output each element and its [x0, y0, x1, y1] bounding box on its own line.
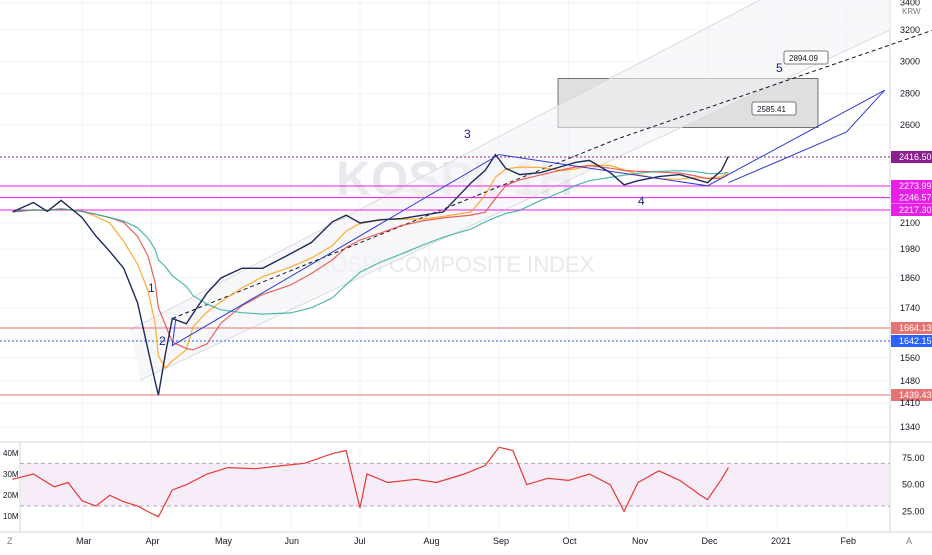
y-tick-label: 3000 [900, 57, 920, 67]
x-tick-label: May [215, 536, 233, 546]
y-tick-label: 1740 [900, 303, 920, 313]
price-level-tag [891, 389, 932, 401]
callout-box-high [783, 50, 829, 65]
x-tick-label: Sep [493, 536, 509, 546]
callout-label-high: 2894.09 [789, 54, 818, 63]
axes-layer: 3400 3200 3000 2800 2600 2100 1980 1860 1740 1560… [76, 0, 921, 546]
y-tick-label: 1410 [900, 398, 920, 408]
x-tick-label: Nov [632, 536, 649, 546]
x-tick-label: Apr [146, 536, 160, 546]
x-tick-label: Dec [702, 536, 719, 546]
price-level-tag [891, 151, 932, 163]
volume-tick-label: 40M [3, 449, 19, 458]
price-level-label: 1439.43 [899, 390, 932, 400]
rsi-pane-layer: 75.00 50.00 25.00 40M 30M 20M 10M [3, 446, 925, 521]
price-level-label: 2217.30 [899, 205, 932, 215]
y-tick-label: 1480 [900, 376, 920, 386]
price-level-label: 1664.13 [899, 323, 932, 333]
price-level-label: 2246.57 [899, 193, 932, 203]
price-series-layer [12, 153, 730, 396]
y-tick-label: 1560 [900, 353, 920, 363]
y-tick-label: 3400 [900, 0, 920, 8]
projection-line [728, 89, 886, 184]
volume-tick-label: 20M [3, 491, 19, 500]
y-tick-label: 1980 [900, 244, 920, 254]
price-level-label: 2273.99 [899, 181, 932, 191]
channel-fill [130, 0, 890, 380]
price-level-tag [891, 335, 932, 347]
price-level-tag [891, 204, 932, 216]
x-tick-label: 2021 [771, 536, 791, 546]
wave-label: 5 [776, 61, 783, 75]
channel-layer [129, 0, 932, 381]
y-tick-label: 1340 [900, 422, 920, 432]
price-level-tag [891, 322, 932, 334]
wave-label: 1 [148, 281, 155, 295]
rsi-tick-label: 50.00 [902, 480, 925, 490]
moving-average-line [12, 164, 729, 351]
volume-tick-label: 10M [3, 512, 19, 521]
corner-z-button[interactable]: Z [7, 536, 13, 546]
x-tick-label: Oct [563, 536, 578, 546]
wave-count-line [171, 89, 885, 347]
dashed-trend-line [172, 29, 932, 319]
y-tick-label: 3200 [900, 25, 920, 35]
rsi-line [12, 446, 729, 518]
currency-label: KRW [902, 7, 921, 16]
y-tick-label: 1860 [900, 273, 920, 283]
wave-labels-layer: 1 2 3 4 5 2894.09 2585.41 [148, 50, 886, 348]
x-tick-label: Jul [354, 536, 366, 546]
y-tick-label: 2800 [900, 88, 920, 98]
y-tick-label: 2600 [900, 120, 920, 130]
price-level-label: 2416.50 [899, 152, 932, 162]
rsi-tick-label: 75.00 [902, 453, 925, 463]
price-level-tag [891, 180, 932, 192]
price-line [12, 153, 730, 396]
wave-label: 2 [159, 334, 166, 348]
x-tick-label: Jun [285, 536, 300, 546]
wave-label: 3 [464, 127, 471, 141]
x-tick-label: Feb [841, 536, 857, 546]
rsi-band [20, 463, 890, 506]
volume-tick-label: 30M [3, 470, 19, 479]
y-tick-label: 2100 [900, 218, 920, 228]
corner-a-button[interactable]: A [906, 536, 913, 546]
rsi-tick-label: 25.00 [902, 506, 925, 516]
x-tick-label: Aug [424, 536, 440, 546]
x-tick-label: Mar [76, 536, 92, 546]
moving-average-line [12, 164, 729, 370]
price-level-label: 1642.15 [899, 336, 932, 346]
callout-label-low: 2585.41 [757, 105, 786, 114]
wave-label: 4 [638, 194, 645, 208]
callout-box-low [751, 101, 797, 116]
price-level-tag [891, 191, 932, 204]
